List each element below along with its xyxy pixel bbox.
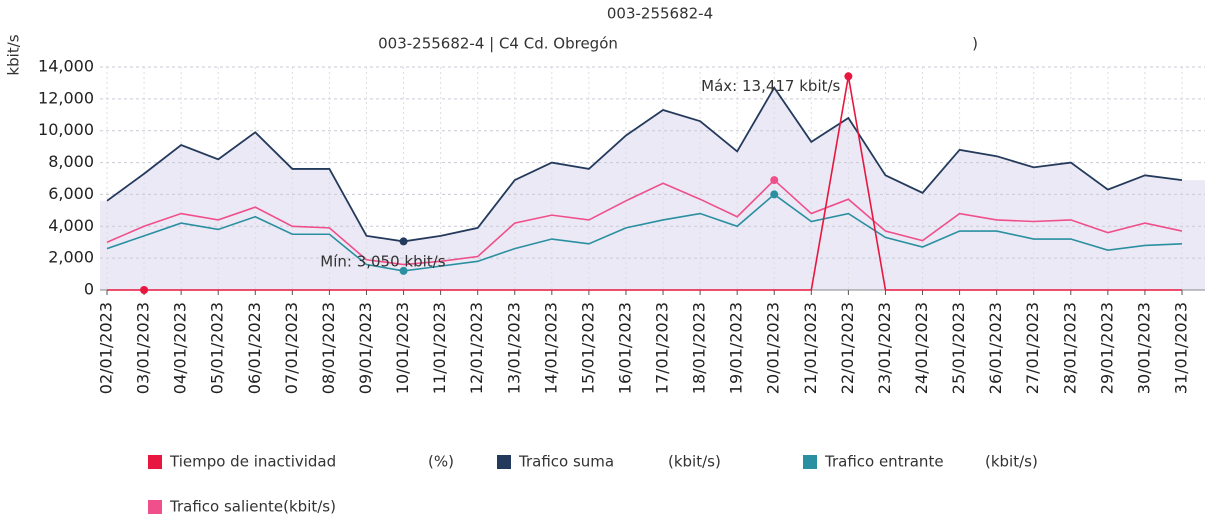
legend-swatch xyxy=(497,455,511,469)
x-tick-label: 21/01/2023 xyxy=(801,302,820,394)
y-tick-label: 0 xyxy=(84,280,94,299)
annotation: Mín: 3,050 kbit/s xyxy=(320,253,445,271)
y-tick-label: 6,000 xyxy=(48,184,94,203)
y-tick-label: 10,000 xyxy=(38,120,94,139)
x-tick-label: 19/01/2023 xyxy=(727,302,746,394)
x-tick-label: 15/01/2023 xyxy=(578,302,597,394)
x-tick-label: 08/01/2023 xyxy=(319,302,338,394)
y-tick-label: 4,000 xyxy=(48,216,94,235)
x-tick-label: 02/01/2023 xyxy=(97,302,116,394)
point-marker xyxy=(770,176,779,185)
x-tick-label: 29/01/2023 xyxy=(1097,302,1116,394)
x-tick-label: 22/01/2023 xyxy=(838,302,857,394)
chart-title: 003-255682-4 xyxy=(607,5,713,23)
legend-swatch xyxy=(148,455,162,469)
x-tick-label: 18/01/2023 xyxy=(690,302,709,394)
y-axis-label: kbit/s xyxy=(5,34,23,75)
legend-label: Trafico suma xyxy=(518,453,614,471)
legend-swatch xyxy=(148,500,162,514)
y-tick-label: 2,000 xyxy=(48,248,94,267)
point-marker xyxy=(399,266,408,275)
x-tick-label: 12/01/2023 xyxy=(467,302,486,394)
x-tick-label: 14/01/2023 xyxy=(541,302,560,394)
x-tick-label: 27/01/2023 xyxy=(1023,302,1042,394)
chart-subtitle: 003-255682-4 | C4 Cd. Obregón xyxy=(378,35,618,53)
point-marker xyxy=(844,72,853,81)
x-tick-label: 04/01/2023 xyxy=(171,302,190,394)
x-tick-label: 03/01/2023 xyxy=(134,302,153,394)
y-tick-label: 14,000 xyxy=(38,57,94,76)
line-2 xyxy=(106,193,1183,272)
point-marker xyxy=(140,286,149,294)
legend-unit: (kbit/s) xyxy=(985,453,1038,471)
subtitle-tail: ) xyxy=(972,35,978,53)
x-tick-label: 23/01/2023 xyxy=(875,302,894,394)
x-tick-label: 16/01/2023 xyxy=(615,302,634,394)
line-1 xyxy=(106,86,1183,243)
x-tick-label: 07/01/2023 xyxy=(282,302,301,394)
legend-unit: (%) xyxy=(428,453,454,471)
x-tick-label: 25/01/2023 xyxy=(949,302,968,394)
annotation: Máx: 13,417 kbit/s xyxy=(701,77,840,95)
y-tick-label: 8,000 xyxy=(48,152,94,171)
x-tick-label: 20/01/2023 xyxy=(764,302,783,394)
legend-label: Trafico entrante xyxy=(824,453,944,471)
x-tick-label: 13/01/2023 xyxy=(504,302,523,394)
x-tick-label: 26/01/2023 xyxy=(986,302,1005,394)
y-tick-label: 12,000 xyxy=(38,88,94,107)
x-tick-label: 30/01/2023 xyxy=(1134,302,1153,394)
x-tick-label: 05/01/2023 xyxy=(208,302,227,394)
line-0 xyxy=(107,76,1182,291)
legend-unit: (kbit/s) xyxy=(668,453,721,471)
x-tick-label: 09/01/2023 xyxy=(356,302,375,394)
point-marker xyxy=(770,190,779,199)
legend-label: Tiempo de inactividad xyxy=(169,453,336,471)
line-3 xyxy=(106,178,1183,266)
x-tick-label: 06/01/2023 xyxy=(245,302,264,394)
x-tick-label: 28/01/2023 xyxy=(1060,302,1079,394)
point-marker xyxy=(399,237,408,246)
x-tick-label: 11/01/2023 xyxy=(430,302,449,394)
x-tick-label: 10/01/2023 xyxy=(393,302,412,394)
x-tick-label: 17/01/2023 xyxy=(653,302,672,394)
x-tick-label: 24/01/2023 xyxy=(912,302,931,394)
x-tick-label: 31/01/2023 xyxy=(1172,302,1191,394)
legend-label: Trafico saliente(kbit/s) xyxy=(169,498,336,516)
legend-swatch xyxy=(803,455,817,469)
